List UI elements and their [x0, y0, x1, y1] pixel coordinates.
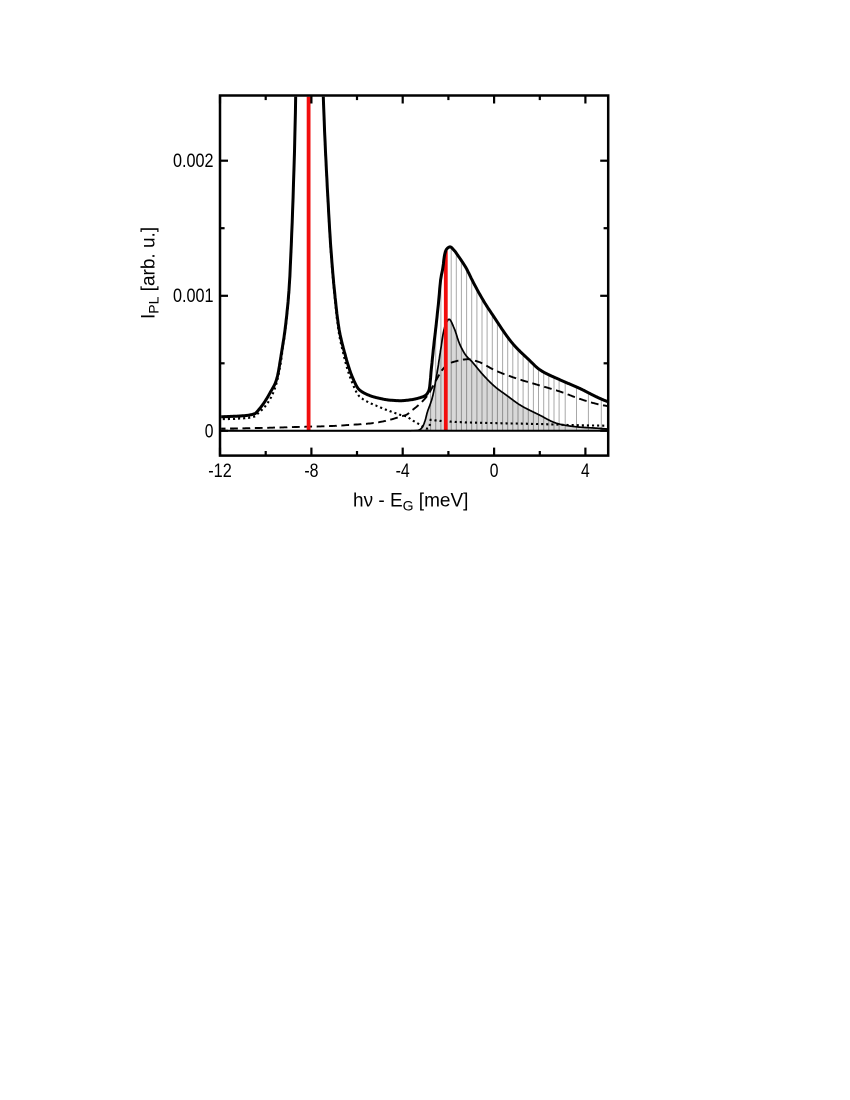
- svg-text:-12: -12: [208, 461, 232, 482]
- svg-text:IPL [arb. u.]: IPL [arb. u.]: [139, 227, 162, 319]
- svg-text:4: 4: [581, 461, 590, 482]
- svg-text:0.001: 0.001: [173, 286, 214, 307]
- svg-text:0: 0: [490, 461, 499, 482]
- svg-text:0.002: 0.002: [173, 151, 214, 172]
- svg-text:0: 0: [205, 421, 214, 442]
- svg-text:hν - EG [meV]: hν - EG [meV]: [353, 491, 468, 514]
- svg-text:-4: -4: [396, 461, 410, 482]
- svg-text:-8: -8: [304, 461, 318, 482]
